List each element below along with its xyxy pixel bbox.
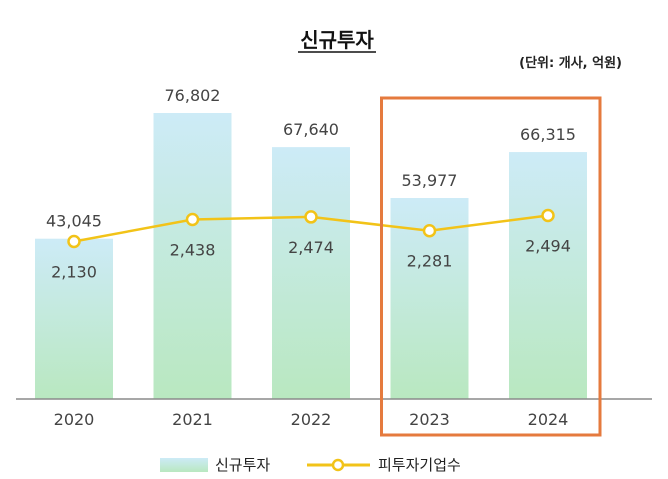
x-tick-2024: 2024 [528,410,569,429]
x-tick-2023: 2023 [409,410,450,429]
legend-line-marker [331,458,345,472]
legend-label-bar: 신규투자 [215,456,270,474]
x-tick-2020: 2020 [54,410,95,429]
bar-value-label-2023: 53,977 [402,171,458,190]
line-value-label-2020: 2,130 [51,263,97,282]
bar-value-label-2022: 67,640 [283,120,339,139]
bar-2022 [272,147,350,399]
legend-bar-swatch [160,458,208,472]
x-tick-2022: 2022 [291,410,332,429]
legend-label-line: 피투자기업수 [378,456,461,474]
bar-2020 [35,238,113,399]
line-value-label-2023: 2,281 [407,252,453,271]
line-value-label-2021: 2,438 [170,241,216,260]
line-value-label-2024: 2,494 [525,237,571,256]
bar-series: 43,045 76,802 67,640 53,977 66,315 [35,86,587,399]
highlight-box [380,96,602,437]
legend: 신규투자 피투자기업수 [160,456,461,474]
bar-2021 [153,113,232,399]
line-point-2022 [304,210,318,224]
line-point-2020 [67,234,81,249]
line-point-2024 [541,208,555,223]
line-series: 2,130 2,438 2,474 2,281 2,494 [51,208,571,282]
bar-2024 [509,152,587,399]
bar-value-label-2021: 76,802 [165,86,221,105]
line-point-2023 [422,223,437,238]
unit-note: (단위: 개사, 억원) [519,55,622,71]
line-point-2021 [185,212,200,227]
bar-value-label-2024: 66,315 [520,125,576,144]
line-value-label-2022: 2,474 [288,238,334,257]
chart-title: 신규투자 [300,28,374,52]
bar-value-label-2020: 43,045 [46,212,102,231]
x-tick-labels: 2020 2021 2022 2023 2024 [54,410,569,429]
x-tick-2021: 2021 [172,410,213,429]
